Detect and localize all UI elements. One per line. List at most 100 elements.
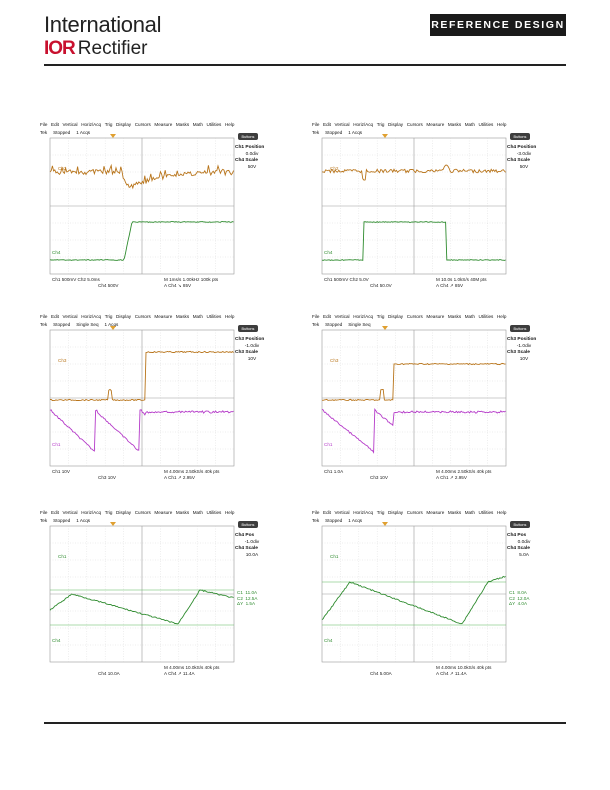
channel-label: Ch2 [330,166,339,171]
top-rule [44,64,566,66]
scope-buttons-toggle: Buttons [510,521,530,528]
trigger-marker [110,326,116,330]
scope-menu-item: Utilities [478,510,494,515]
scope-menu-bar: File Edit Vertical Horiz/Acq Trig Display Curs… [40,510,234,515]
scope-capture-6: File Edit Vertical Horiz/Acq Trig Display Curs… [310,510,540,678]
scope-menu-item: Vertical [62,122,78,127]
scope-menu-item: Cursors [134,314,151,319]
scope-footer-readout: M 10.0s 1.0kS/s 40M pts [436,277,487,282]
scope-footer-readout: Ch3 10V [370,475,388,480]
scope-menu-item: Cursors [406,122,423,127]
panel-setting-value: -3.0div [516,151,532,157]
channel-label: Ch1 [52,442,61,447]
waveform-graticule [49,326,235,467]
scope-menu-item: Cursors [134,122,151,127]
scope-status-bar: Tek Stopped 1 Acqs [40,130,90,135]
scope-menu-item: Horiz/Acq [81,510,102,515]
scope-menu-item: Math [192,314,203,319]
reference-design-badge: REFERENCE DESIGN [430,14,566,36]
cursor-readout: C1 8.0A C2 12.0A ΔY 4.0A [509,590,530,607]
scope-menu-item: Edit [51,510,59,515]
waveform-graticule [49,134,235,275]
scope-menu-item: Vertical [62,510,78,515]
scope-menu-item: Edit [323,510,331,515]
scope-menu-item: Measure [426,314,445,319]
panel-setting-label: Ch4 Pos [507,533,527,538]
scope-menu-item: Masks [447,314,462,319]
scope-menu-item: File [312,122,320,127]
waveform-graticule [321,134,507,275]
scope-status-item: Stopped [325,322,343,327]
scope-buttons-toggle: Buttons [238,325,258,332]
cursor-readout: C1 11.0A C2 12.5A ΔY 1.5A [237,590,258,607]
panel-setting-label: Ch4 Position [507,145,537,150]
scope-footer-readout: Ch1 1.0A [324,469,344,474]
scope-menu-item: Measure [154,314,173,319]
scope-menu-item: Masks [447,510,462,515]
panel-setting-value: 5.0A [519,552,529,558]
panel-setting-label: Ch3 Position [235,337,265,342]
scope-menu-item: Horiz/Acq [353,314,374,319]
waveform-trace [49,163,235,190]
scope-menu-item: Display [388,314,404,319]
panel-setting-label: Ch4 Scale [235,546,258,552]
scope-footer-readout: A Ch1 ↗ 2.95V [164,475,195,480]
trigger-marker [382,522,388,526]
waveform-trace [50,350,234,402]
scope-menu-item: File [312,510,320,515]
scope-menu-item: Masks [175,122,190,127]
scope-capture-2: File Edit Vertical Horiz/Acq Trig Display Curs… [310,122,540,290]
channel-label: Ch1 [58,554,67,559]
panel-setting-label: Ch4 Scale [507,546,530,552]
panel-setting-value: 10V [247,356,257,362]
panel-setting-value: 50V [519,164,529,170]
channel-label: Ch4 [324,250,333,255]
scope-menu-item: Trig [104,314,113,319]
scope-menu-item: Trig [104,510,113,515]
scope-status-item: Tek [312,130,320,135]
scope-status-item: 1 Acqs [104,322,119,327]
scope-footer-readout: A Ch4 ↗ 85V [436,283,464,288]
scope-menu-bar: File Edit Vertical Horiz/Acq Trig Display Curs… [312,510,506,515]
scope-menu-item: Utilities [206,122,222,127]
scope-menu-item: Horiz/Acq [353,510,374,515]
scope-status-item: Tek [40,130,48,135]
channel-label: Ch1 [330,554,339,559]
scope-menu-item: Cursors [406,510,423,515]
scope-menu-item: Cursors [134,510,151,515]
scope-status-bar: Tek Stopped 1 Acqs [40,518,90,523]
scope-status-item: 1 Acqs [348,518,363,523]
scope-status-item: 1 Acqs [348,130,363,135]
scope-menu-item: Trig [376,314,385,319]
channel-label: Ch4 [324,638,333,643]
trigger-marker [382,134,388,138]
scope-status-item: Tek [40,322,48,327]
scope-status-item: Tek [40,518,48,523]
scope-capture-5: File Edit Vertical Horiz/Acq Trig Display Curs… [38,510,268,678]
scope-footer-readout: A Ch4 ↗ 11.4A [436,671,467,676]
scope-menu-item: Math [192,122,203,127]
scope-menu-item: Math [464,314,475,319]
scope-menu-item: Edit [51,122,59,127]
panel-setting-label: Ch3 Scale [235,350,258,356]
scope-side-panel: Ch4 Pos 0.0div Ch4 Scale 5.0A [507,533,541,559]
waveform-trace [49,409,234,452]
scope-menu-item: File [40,314,48,319]
scope-menu-item: Utilities [478,314,494,319]
scope-menu-item: Help [496,314,507,319]
company-logo: International IOR Rectifier [44,14,161,60]
scope-footer-readout: Ch4 10.0A [98,671,120,676]
scope-menu-item: Math [464,122,475,127]
channel-label: Ch3 [58,358,67,363]
logo-mark: IOR [44,38,76,59]
scope-capture-4: File Edit Vertical Horiz/Acq Trig Display Curs… [310,314,540,482]
scope-menu-item: Measure [426,510,445,515]
scope-status-item: Single Seq [76,322,99,327]
scope-menu-item: Help [496,122,507,127]
scope-menu-item: Trig [104,122,113,127]
scope-menu-item: Utilities [478,122,494,127]
scope-status-item: Stopped [53,130,71,135]
scope-menu-item: File [40,122,48,127]
scope-status-bar: Tek Stopped 1 Acqs [312,130,362,135]
scope-footer-readout: Ch1 10V [52,469,70,474]
